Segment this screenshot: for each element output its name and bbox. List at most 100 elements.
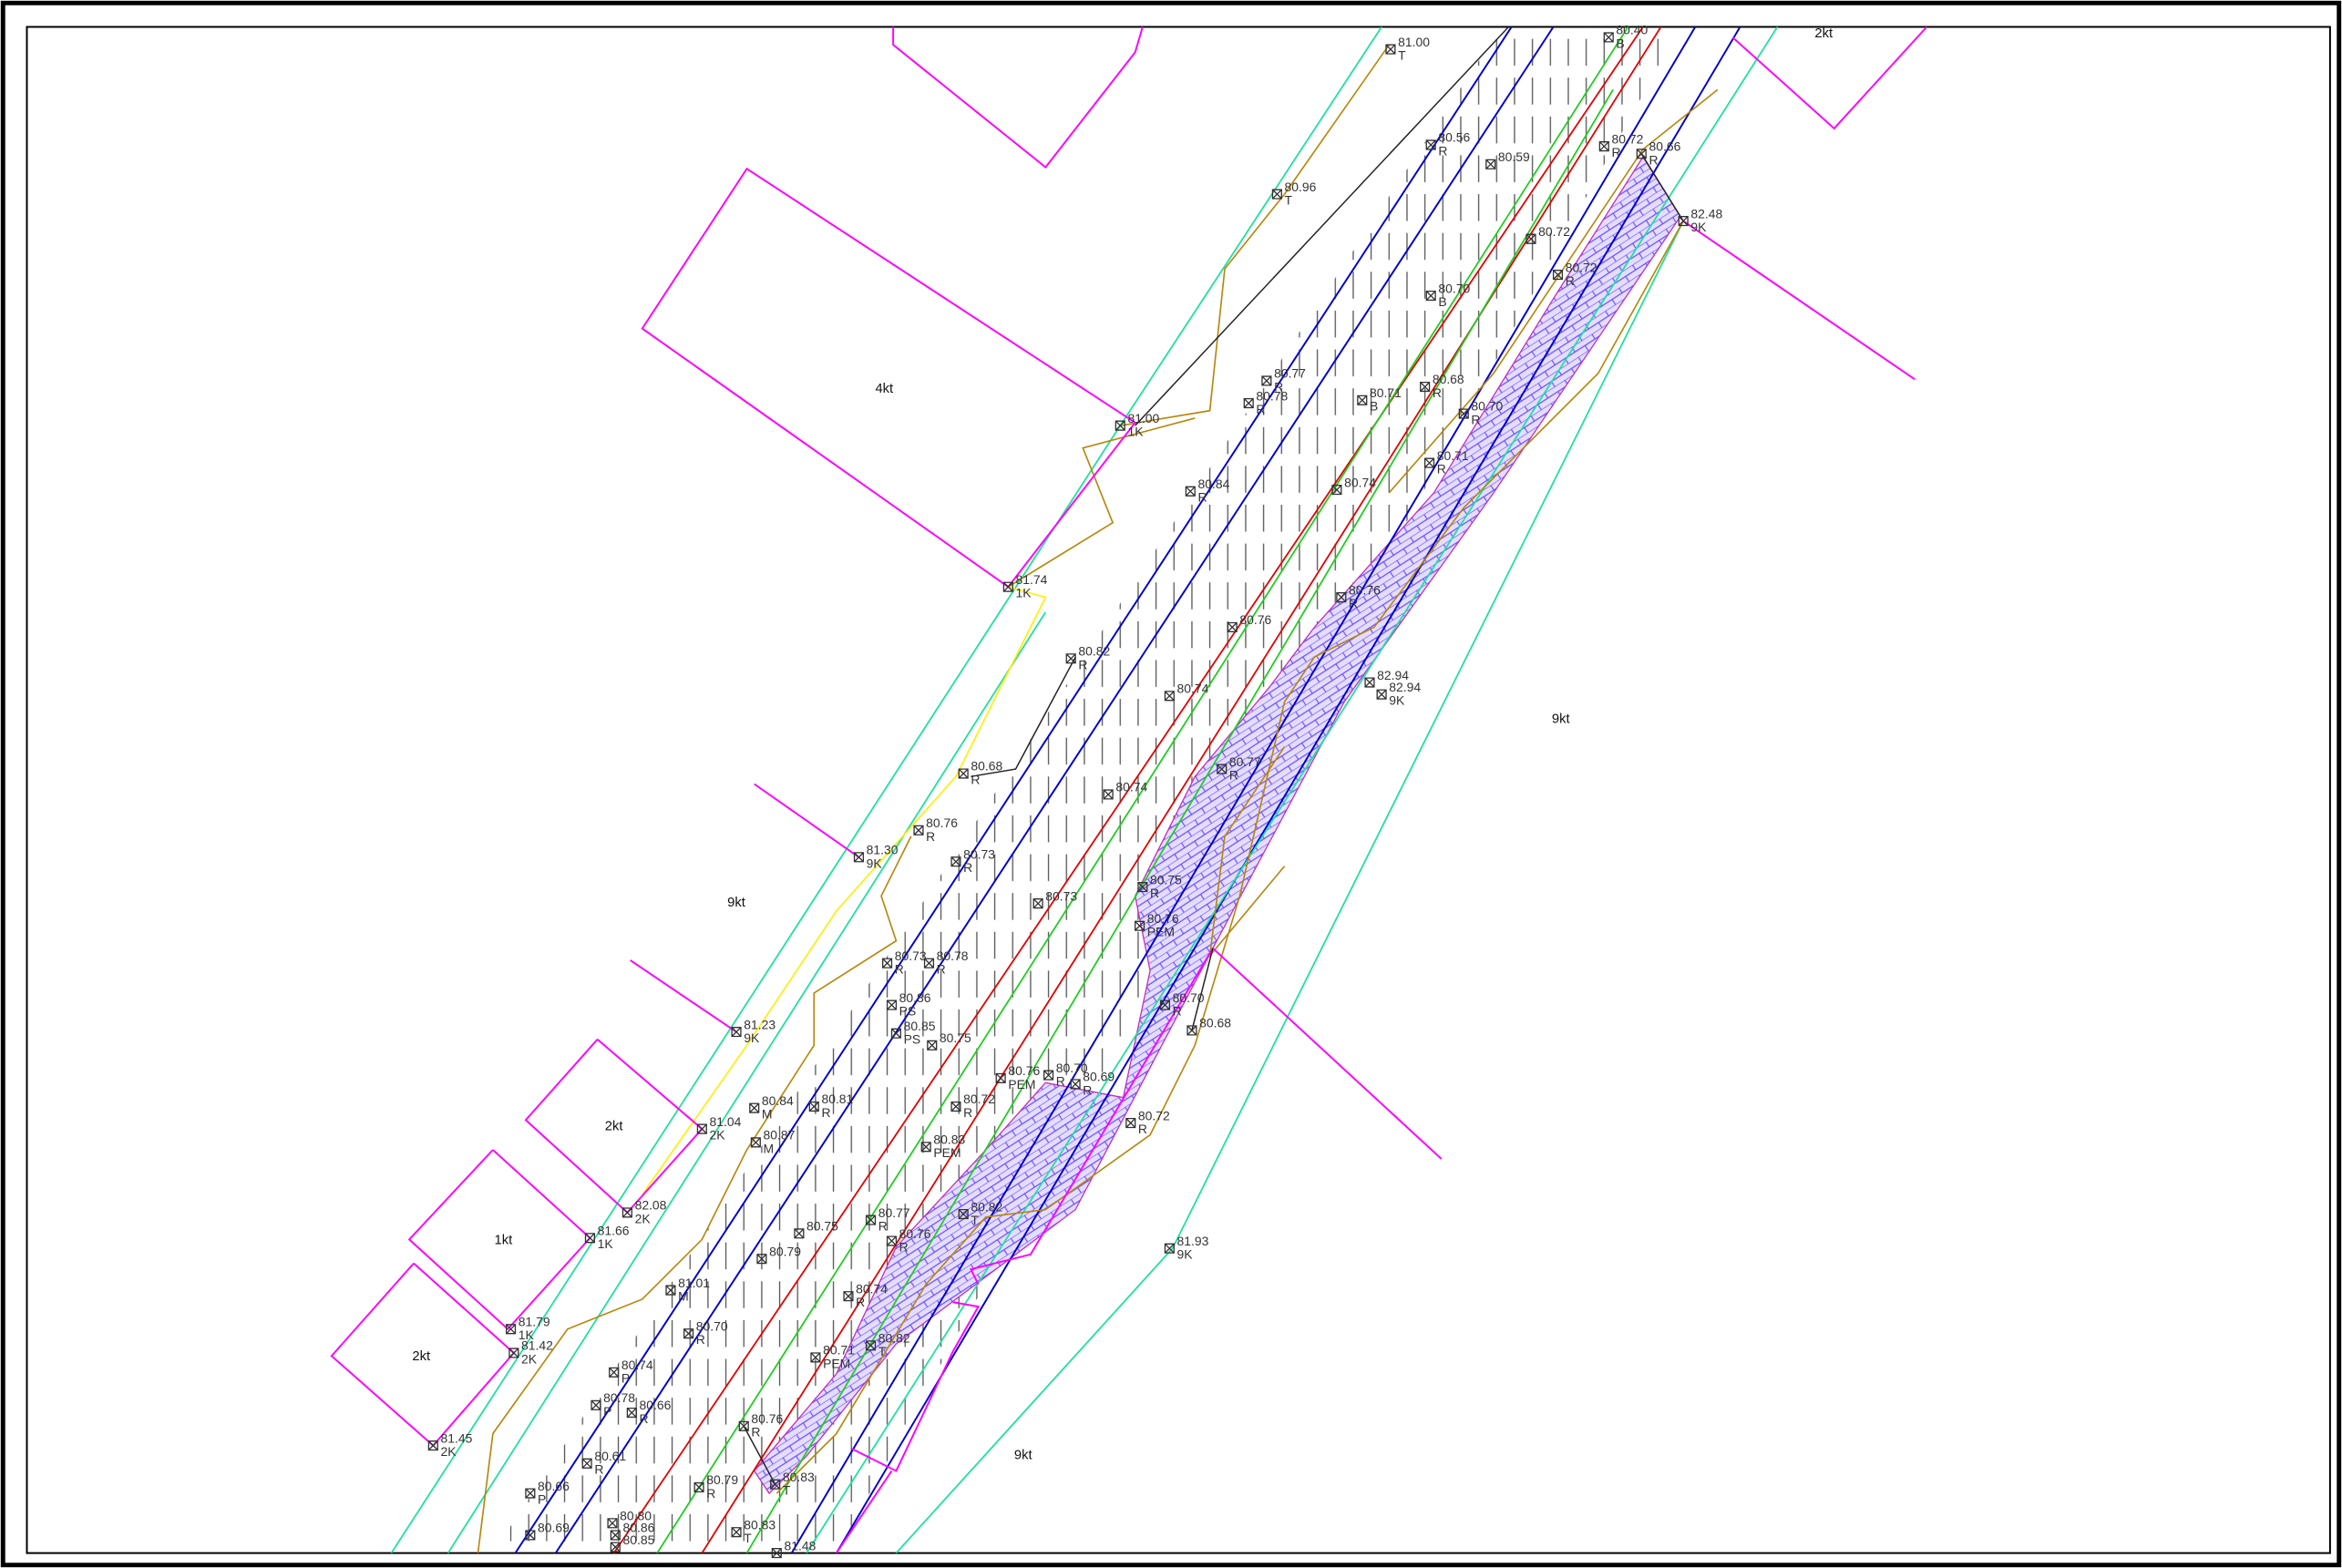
point-symbol — [771, 1548, 782, 1559]
elevation-label: 80.84 — [762, 1093, 794, 1108]
point-symbol — [1425, 290, 1436, 302]
code-label: B — [1438, 294, 1446, 309]
elevation-label: 81.23 — [744, 1017, 776, 1031]
boundary-lines — [390, 26, 1779, 1553]
code-label: R — [937, 962, 946, 977]
point-symbol — [1227, 621, 1238, 632]
code-label: R — [1083, 1082, 1092, 1097]
survey-point: 80.81R — [808, 1091, 854, 1120]
point-symbol — [626, 1407, 637, 1419]
drawing — [330, 26, 1928, 1553]
point-symbol — [581, 1458, 592, 1469]
point-symbol — [810, 1352, 821, 1363]
survey-point: 80.56R — [1425, 130, 1470, 158]
elevation-label: 80.85 — [904, 1019, 936, 1033]
survey-point: 80.76R — [913, 815, 958, 844]
point-symbol — [1032, 898, 1043, 909]
code-label: T — [744, 1531, 752, 1545]
elevation-label: 80.79 — [706, 1472, 738, 1487]
point-symbol — [621, 1207, 632, 1218]
code-label: R — [963, 1105, 972, 1120]
point-symbol — [865, 1214, 877, 1225]
elevation-label: 80.75 — [940, 1030, 971, 1045]
code-label: B — [1370, 399, 1378, 414]
point-symbol — [1420, 381, 1431, 393]
survey-point: 80.77R — [865, 1205, 910, 1234]
point-symbol — [995, 1072, 1006, 1083]
code-label: R — [1437, 462, 1446, 477]
survey-point: 80.69 — [525, 1521, 570, 1541]
code-label: PEM — [1008, 1077, 1035, 1091]
elevation-label: 81.01 — [678, 1276, 710, 1290]
elevation-label: 80.74 — [621, 1358, 653, 1372]
survey-point: 80.74 — [1331, 475, 1376, 496]
elevation-label: 80.71 — [1437, 448, 1469, 463]
survey-point: 80.75 — [794, 1219, 838, 1239]
code-label: T — [1398, 48, 1406, 63]
point-symbol — [1357, 395, 1368, 405]
code-label: T — [783, 1483, 791, 1498]
point-symbol — [610, 1542, 621, 1553]
point-symbol — [1331, 485, 1342, 496]
survey-point: 80.61R — [581, 1449, 626, 1477]
elevation-label: 81.66 — [598, 1223, 630, 1237]
point-symbol — [1043, 1070, 1054, 1081]
survey-point: 80.76R — [738, 1411, 784, 1440]
elevation-label: 80.81 — [821, 1091, 853, 1106]
elevation-label: 80.76 — [1349, 582, 1381, 597]
point-symbol — [1485, 159, 1496, 169]
contours — [477, 44, 1719, 1553]
survey-point: 80.85 — [610, 1532, 655, 1553]
code-label: R — [706, 1486, 715, 1501]
point-symbol — [696, 1123, 707, 1134]
elevation-label: 80.83 — [744, 1517, 776, 1532]
elevation-label: 80.76 — [1008, 1063, 1040, 1078]
survey-point: 80.83T — [770, 1470, 815, 1498]
point-symbol — [505, 1324, 517, 1335]
point-symbol — [1336, 592, 1347, 603]
elevation-label: 82.48 — [1690, 206, 1722, 220]
elevation-label: 82.94 — [1389, 680, 1421, 694]
parcel-label: 2kt — [1814, 26, 1833, 41]
code-label: R — [1349, 596, 1358, 610]
green-lines — [656, 26, 1629, 1553]
elevation-label: 80.72 — [1566, 260, 1597, 274]
code-label: P — [603, 1404, 611, 1419]
point-symbol — [958, 768, 969, 779]
code-label: T — [878, 1344, 887, 1358]
point-symbol — [808, 1101, 819, 1112]
point-symbol — [853, 852, 865, 863]
code-label: 9K — [1177, 1247, 1194, 1262]
elevation-label: 80.73 — [895, 948, 927, 963]
survey-point: 80.72R — [950, 1091, 995, 1120]
survey-point: 80.70R — [683, 1318, 728, 1347]
point-symbol — [1271, 189, 1282, 200]
survey-point: 80.66P — [525, 1479, 570, 1507]
parcel-label: 2kt — [605, 1120, 623, 1134]
point-symbol — [731, 1027, 742, 1038]
elevation-label: 81.30 — [867, 843, 899, 857]
elevation-label: 80.71 — [1370, 385, 1402, 400]
point-symbol — [427, 1440, 438, 1451]
point-symbol — [794, 1228, 805, 1239]
elevation-label: 80.82 — [878, 1330, 910, 1345]
code-label: M — [764, 1141, 775, 1155]
point-symbol — [958, 1208, 969, 1220]
code-label: R — [1078, 657, 1087, 671]
elevation-label: 80.74 — [1344, 475, 1376, 489]
code-label: R — [1173, 1004, 1182, 1019]
survey-point: 80.68R — [1420, 372, 1464, 400]
point-symbol — [1261, 375, 1272, 386]
elevation-label: 80.61 — [594, 1449, 626, 1463]
elevation-label: 80.76 — [1147, 911, 1179, 926]
point-symbol — [525, 1530, 536, 1541]
elevation-label: 80.74 — [856, 1281, 888, 1296]
survey-point: 82.94 — [1364, 668, 1409, 688]
point-symbol — [609, 1367, 620, 1378]
elevation-label: 81.48 — [784, 1538, 816, 1553]
code-label: 2K — [710, 1128, 726, 1143]
point-symbol — [1103, 789, 1114, 800]
